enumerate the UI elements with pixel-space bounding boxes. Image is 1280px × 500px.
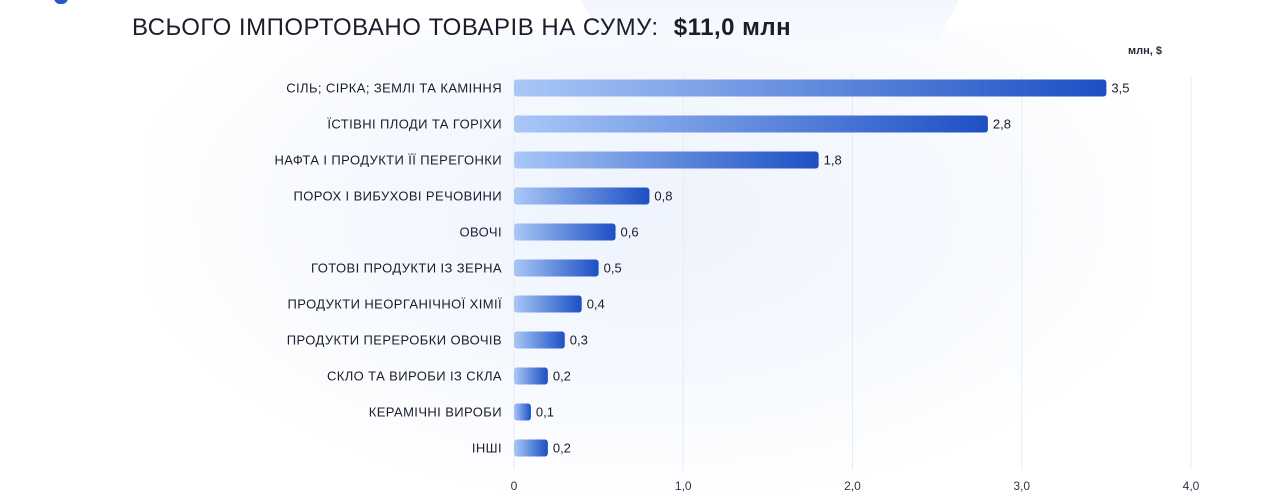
bar bbox=[514, 115, 988, 133]
category-label: ІНШІ bbox=[472, 441, 502, 456]
category-label: ГОТОВІ ПРОДУКТИ ІЗ ЗЕРНА bbox=[311, 261, 502, 276]
category-label: КЕРАМІЧНІ ВИРОБИ bbox=[369, 405, 502, 420]
bar bbox=[514, 151, 819, 169]
bar bbox=[514, 223, 616, 241]
bar bbox=[514, 295, 582, 313]
background-shape bbox=[560, 0, 980, 40]
value-label: 0,6 bbox=[621, 225, 639, 240]
category-label: ПРОДУКТИ ПЕРЕРОБКИ ОВОЧІВ bbox=[287, 333, 502, 348]
value-label: 1,8 bbox=[824, 153, 842, 168]
bar bbox=[514, 79, 1107, 97]
title-text: ВСЬОГО ІМПОРТОВАНО ТОВАРІВ НА СУМУ: bbox=[132, 14, 659, 41]
category-label: ОВОЧІ bbox=[460, 225, 502, 240]
category-label: СКЛО ТА ВИРОБИ ІЗ СКЛА bbox=[327, 369, 502, 384]
bar bbox=[514, 187, 650, 205]
bar bbox=[514, 367, 548, 385]
logo-icon bbox=[54, 0, 68, 4]
category-label: СІЛЬ; СІРКА; ЗЕМЛІ ТА КАМІННЯ bbox=[286, 81, 502, 96]
page-title: ВСЬОГО ІМПОРТОВАНО ТОВАРІВ НА СУМУ: $11,… bbox=[132, 14, 791, 42]
value-label: 0,5 bbox=[604, 261, 622, 276]
unit-label: млн, $ bbox=[1128, 45, 1162, 57]
value-label: 3,5 bbox=[1111, 81, 1129, 96]
value-label: 0,1 bbox=[536, 405, 554, 420]
category-label: ПРОДУКТИ НЕОРГАНІЧНОЇ ХІМІЇ bbox=[288, 297, 502, 312]
category-label: ЇСТІВНІ ПЛОДИ ТА ГОРІХИ bbox=[327, 117, 502, 132]
x-tick-label: 1,0 bbox=[675, 479, 692, 493]
value-label: 0,3 bbox=[570, 333, 588, 348]
x-tick-label: 3,0 bbox=[1013, 479, 1030, 493]
category-label: ПОРОХ І ВИБУХОВІ РЕЧОВИНИ bbox=[294, 189, 503, 204]
value-label: 0,2 bbox=[553, 441, 571, 456]
bar bbox=[514, 403, 531, 421]
value-label: 0,2 bbox=[553, 369, 571, 384]
title-total: $11,0 млн bbox=[673, 14, 792, 41]
x-tick-label: 0 bbox=[511, 479, 518, 493]
value-label: 2,8 bbox=[993, 117, 1011, 132]
value-label: 0,4 bbox=[587, 297, 605, 312]
bar bbox=[514, 439, 548, 457]
bar bbox=[514, 259, 599, 277]
bar bbox=[514, 331, 565, 349]
category-label: НАФТА І ПРОДУКТИ ЇЇ ПЕРЕГОНКИ bbox=[274, 153, 502, 168]
x-tick-label: 2,0 bbox=[844, 479, 861, 493]
x-tick-label: 4,0 bbox=[1183, 479, 1200, 493]
value-label: 0,8 bbox=[654, 189, 672, 204]
